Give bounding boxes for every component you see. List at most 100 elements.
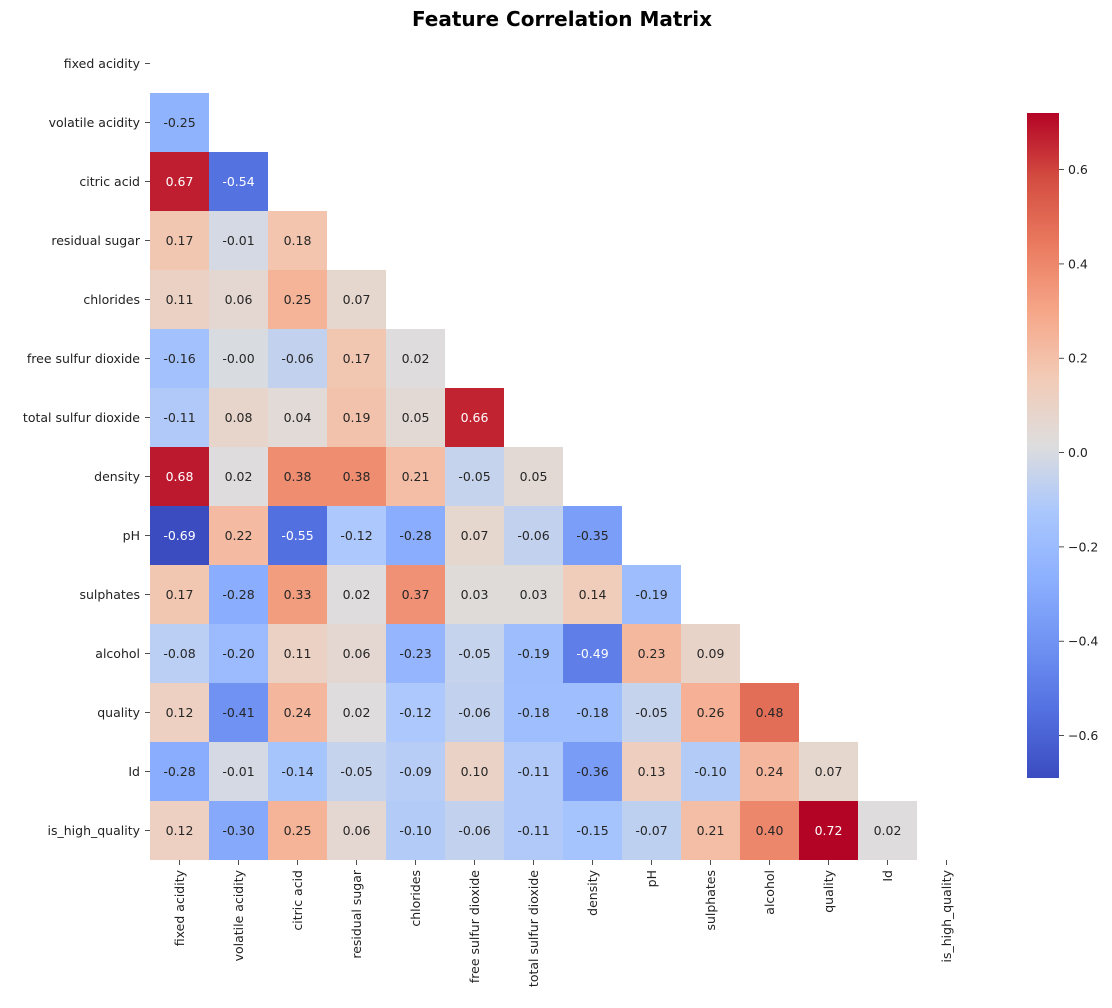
colorbar-tick-label: −0.4 [1068, 634, 1098, 649]
colorbar-tick-label: −0.2 [1068, 539, 1098, 554]
cell-value-label: 0.40 [756, 823, 784, 838]
cell-value-label: -0.01 [222, 233, 254, 248]
colorbar-tick-label: 0.4 [1068, 256, 1088, 271]
heatmap-cell [622, 565, 681, 624]
heatmap-cell [268, 624, 327, 683]
cell-value-label: 0.07 [461, 528, 489, 543]
cell-value-label: -0.12 [399, 705, 431, 720]
x-tick-label: pH [644, 870, 659, 887]
heatmap-cell [681, 742, 740, 801]
cell-value-label: 0.17 [166, 587, 194, 602]
x-tick-label: free sulfur dioxide [467, 870, 482, 983]
colorbar-tick-label: 0.2 [1068, 351, 1088, 366]
heatmap-cell [209, 152, 268, 211]
cell-value-label: -0.00 [222, 351, 254, 366]
heatmap-cell [740, 742, 799, 801]
x-tick-label: is_high_quality [939, 869, 954, 962]
cell-value-label: 0.17 [166, 233, 194, 248]
colorbar: −0.6 −0.4 −0.2 0.0 0.2 0.4 0.6 [1027, 113, 1098, 778]
y-tick-label: density [94, 469, 140, 484]
cell-value-label: 0.11 [166, 292, 194, 307]
cell-value-label: 0.11 [284, 646, 312, 661]
cell-value-label: -0.35 [576, 528, 608, 543]
colorbar-gradient [1027, 113, 1059, 778]
cell-value-label: -0.28 [399, 528, 431, 543]
cell-value-label: 0.06 [343, 823, 371, 838]
colorbar-tick-label: 0.0 [1068, 445, 1088, 460]
cell-value-label: 0.04 [284, 410, 312, 425]
heatmap-cell [445, 624, 504, 683]
cell-value-label: -0.54 [222, 174, 254, 189]
heatmap-cell [445, 565, 504, 624]
cell-value-label: -0.18 [517, 705, 549, 720]
heatmap-annotations: -0.25 0.67 -0.54 0.17 -0.01 0.18 0.11 0.06 0.25 0… [163, 115, 901, 838]
heatmap-cell [150, 565, 209, 624]
heatmap-cell [563, 506, 622, 565]
cell-value-label: 0.09 [697, 646, 725, 661]
heatmap-cell [150, 329, 209, 388]
cell-value-label: 0.19 [343, 410, 371, 425]
y-tick-label: volatile acidity [49, 115, 141, 130]
heatmap-cell [209, 506, 268, 565]
cell-value-label: 0.02 [402, 351, 430, 366]
cell-value-label: -0.08 [163, 646, 195, 661]
cell-value-label: -0.01 [222, 764, 254, 779]
y-tick-label: residual sugar [51, 233, 141, 248]
heatmap-cell [563, 801, 622, 860]
cell-value-label: 0.14 [579, 587, 607, 602]
heatmap-cell [386, 506, 445, 565]
heatmap-cell [504, 742, 563, 801]
cell-value-label: 0.24 [756, 764, 784, 779]
heatmap-cell [268, 683, 327, 742]
cell-value-label: 0.48 [756, 705, 784, 720]
heatmap-cell [268, 329, 327, 388]
cell-value-label: -0.20 [222, 646, 254, 661]
cell-value-label: 0.33 [284, 587, 312, 602]
cell-value-label: -0.30 [222, 823, 254, 838]
cell-value-label: 0.02 [343, 587, 371, 602]
cell-value-label: 0.06 [225, 292, 253, 307]
cell-value-label: 0.03 [520, 587, 548, 602]
heatmap-cell [445, 742, 504, 801]
heatmap-cell [445, 683, 504, 742]
heatmap-cell [799, 801, 858, 860]
heatmap-cell [327, 270, 386, 329]
heatmap-cell [150, 270, 209, 329]
cell-value-label: 0.07 [343, 292, 371, 307]
cell-value-label: -0.10 [399, 823, 431, 838]
heatmap-cell [150, 447, 209, 506]
heatmap-cell [563, 565, 622, 624]
heatmap-cell [150, 388, 209, 447]
heatmap-cell [386, 801, 445, 860]
heatmap-cell [504, 801, 563, 860]
cell-value-label: -0.05 [458, 469, 490, 484]
cell-value-label: -0.25 [163, 115, 195, 130]
heatmap-cell [386, 683, 445, 742]
y-tick-label: chlorides [83, 292, 140, 307]
cell-value-label: 0.66 [461, 410, 489, 425]
x-tick-label: density [585, 869, 600, 915]
cell-value-label: -0.06 [517, 528, 549, 543]
heatmap-cell [563, 624, 622, 683]
heatmap-cell [386, 565, 445, 624]
x-tick-label: volatile acidity [231, 869, 246, 961]
heatmap-cell [504, 447, 563, 506]
x-tick-label: alcohol [762, 870, 777, 915]
heatmap-cell [445, 388, 504, 447]
heatmap-cell [622, 742, 681, 801]
y-tick-label: alcohol [95, 646, 140, 661]
heatmap-cells [150, 93, 917, 860]
heatmap-cell [386, 447, 445, 506]
x-axis: fixed acidity volatile acidity citric acid… [172, 860, 954, 987]
heatmap-cell [622, 801, 681, 860]
heatmap-cell [150, 624, 209, 683]
cell-value-label: -0.06 [458, 823, 490, 838]
colorbar-ticks: −0.6 −0.4 −0.2 0.0 0.2 0.4 0.6 [1059, 162, 1098, 743]
cell-value-label: -0.28 [222, 587, 254, 602]
colorbar-tick-label: −0.6 [1068, 728, 1098, 743]
heatmap-cell [150, 801, 209, 860]
heatmap-cell [209, 270, 268, 329]
cell-value-label: -0.41 [222, 705, 254, 720]
y-tick-label: Id [128, 764, 140, 779]
